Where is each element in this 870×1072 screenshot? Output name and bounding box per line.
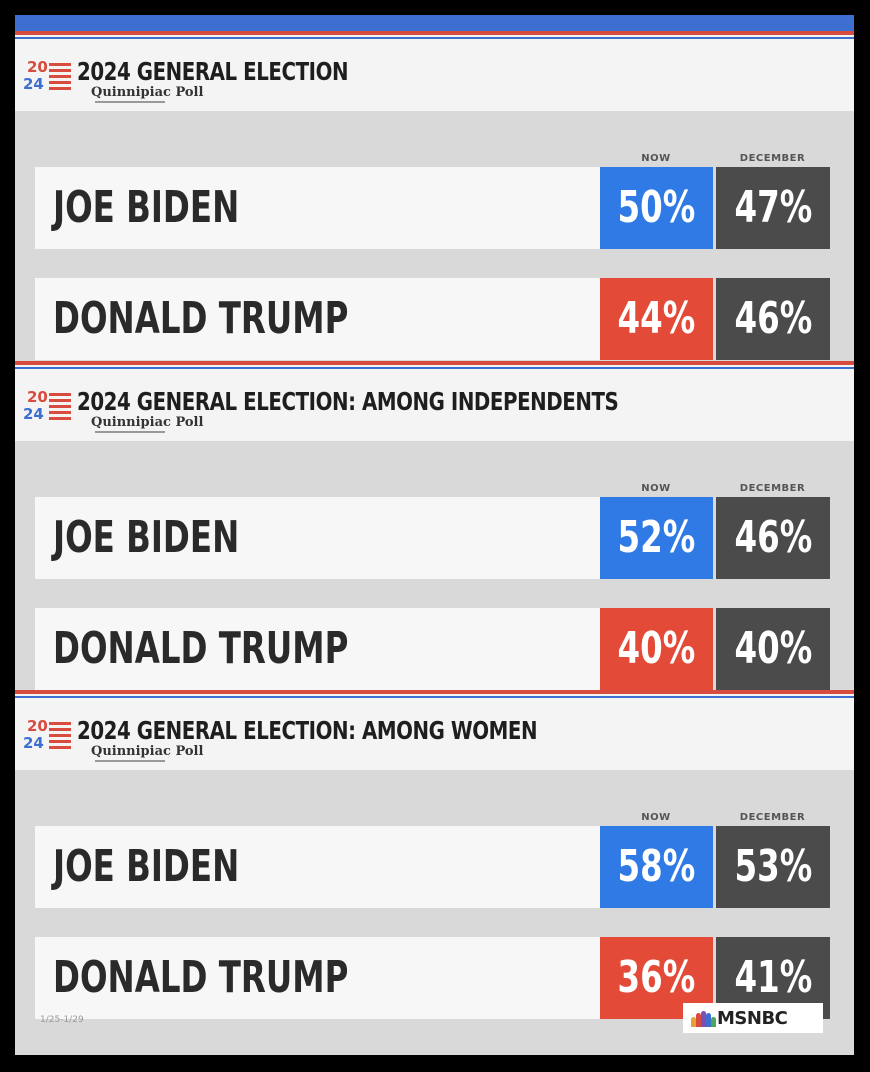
poll-graphic: 20 24 2024 GENERAL ELECTION Quinnipiac P… bbox=[15, 15, 854, 1055]
header-stripe-blue bbox=[15, 367, 854, 369]
value-now: 44% bbox=[600, 278, 713, 360]
candidate-name: JOE BIDEN bbox=[53, 182, 240, 233]
value-now: 58% bbox=[600, 826, 713, 908]
value-december-label: 46% bbox=[734, 512, 812, 563]
value-december: 46% bbox=[716, 278, 830, 360]
panel-title: 2024 GENERAL ELECTION: AMONG INDEPENDENT… bbox=[77, 387, 619, 416]
value-now-label: 52% bbox=[617, 512, 696, 563]
election-2024-logo: 20 24 bbox=[21, 59, 77, 101]
value-december-label: 47% bbox=[734, 182, 812, 233]
row-background bbox=[35, 167, 600, 249]
date-footnote: 1/25-1/29 bbox=[40, 1015, 84, 1025]
value-december-label: 53% bbox=[734, 841, 812, 892]
value-now-label: 40% bbox=[617, 623, 696, 674]
value-december-label: 41% bbox=[734, 952, 812, 1003]
candidate-name: DONALD TRUMP bbox=[53, 952, 349, 1003]
row-background bbox=[35, 937, 600, 1019]
value-now: 52% bbox=[600, 497, 713, 579]
value-now-label: 36% bbox=[617, 952, 696, 1003]
university-mark bbox=[95, 760, 165, 762]
poll-panel-women: 20 24 2024 GENERAL ELECTION: AMONG WOMEN… bbox=[15, 690, 854, 1020]
logo-year-bottom: 24 bbox=[23, 75, 44, 93]
header-stripe-red bbox=[15, 690, 854, 694]
peacock-icon bbox=[691, 1011, 716, 1027]
column-header-december: DECEMBER bbox=[739, 812, 806, 823]
value-now-label: 58% bbox=[617, 841, 696, 892]
value-december-label: 40% bbox=[734, 623, 812, 674]
pollster-name: Quinnipiac Poll bbox=[91, 85, 204, 100]
panel-header: 20 24 2024 GENERAL ELECTION Quinnipiac P… bbox=[15, 31, 854, 111]
candidate-name: JOE BIDEN bbox=[53, 841, 240, 892]
election-2024-logo: 20 24 bbox=[21, 389, 77, 431]
value-now: 50% bbox=[600, 167, 713, 249]
msnbc-logo: MSNBC bbox=[683, 1003, 823, 1033]
candidate-row-biden: JOE BIDEN 58% 53% bbox=[35, 826, 830, 908]
header-stripe-blue bbox=[15, 696, 854, 698]
value-now-label: 44% bbox=[617, 293, 696, 344]
election-2024-logo: 20 24 bbox=[21, 718, 77, 760]
logo-year-top: 20 bbox=[27, 58, 48, 76]
value-december: 53% bbox=[716, 826, 830, 908]
logo-year-top: 20 bbox=[27, 717, 48, 735]
university-mark bbox=[95, 431, 165, 433]
header-stripe-red bbox=[15, 31, 854, 35]
candidate-row-biden: JOE BIDEN 50% 47% bbox=[35, 167, 830, 249]
pollster-name: Quinnipiac Poll bbox=[91, 415, 204, 430]
value-december-label: 46% bbox=[734, 293, 812, 344]
row-background bbox=[35, 278, 600, 360]
university-mark bbox=[95, 101, 165, 103]
row-background bbox=[35, 497, 600, 579]
logo-year-bottom: 24 bbox=[23, 405, 44, 423]
value-now-label: 50% bbox=[617, 182, 696, 233]
column-header-december: DECEMBER bbox=[739, 153, 806, 164]
column-header-december: DECEMBER bbox=[739, 483, 806, 494]
value-december: 40% bbox=[716, 608, 830, 690]
logo-year-bottom: 24 bbox=[23, 734, 44, 752]
panel-title: 2024 GENERAL ELECTION: AMONG WOMEN bbox=[77, 716, 538, 745]
candidate-name: JOE BIDEN bbox=[53, 512, 240, 563]
poll-panel-independents: 20 24 2024 GENERAL ELECTION: AMONG INDEP… bbox=[15, 361, 854, 691]
panel-title: 2024 GENERAL ELECTION bbox=[77, 57, 349, 86]
header-stripe-blue bbox=[15, 37, 854, 39]
column-header-now: NOW bbox=[641, 153, 671, 164]
candidate-row-trump: DONALD TRUMP 44% 46% bbox=[35, 278, 830, 360]
candidate-row-biden: JOE BIDEN 52% 46% bbox=[35, 497, 830, 579]
value-december: 47% bbox=[716, 167, 830, 249]
value-now: 36% bbox=[600, 937, 713, 1019]
row-background bbox=[35, 608, 600, 690]
network-name: MSNBC bbox=[717, 1008, 788, 1029]
candidate-row-trump: DONALD TRUMP 40% 40% bbox=[35, 608, 830, 690]
top-bar bbox=[15, 15, 854, 31]
panel-header: 20 24 2024 GENERAL ELECTION: AMONG INDEP… bbox=[15, 361, 854, 441]
pollster-name: Quinnipiac Poll bbox=[91, 744, 204, 759]
candidate-name: DONALD TRUMP bbox=[53, 293, 349, 344]
logo-year-top: 20 bbox=[27, 388, 48, 406]
value-december: 46% bbox=[716, 497, 830, 579]
value-now: 40% bbox=[600, 608, 713, 690]
candidate-name: DONALD TRUMP bbox=[53, 623, 349, 674]
column-header-now: NOW bbox=[641, 812, 671, 823]
header-stripe-red bbox=[15, 361, 854, 365]
flag-stripes-icon bbox=[49, 722, 71, 754]
panel-header: 20 24 2024 GENERAL ELECTION: AMONG WOMEN… bbox=[15, 690, 854, 770]
flag-stripes-icon bbox=[49, 393, 71, 425]
row-background bbox=[35, 826, 600, 908]
column-header-now: NOW bbox=[641, 483, 671, 494]
poll-panel-overall: 20 24 2024 GENERAL ELECTION Quinnipiac P… bbox=[15, 31, 854, 361]
flag-stripes-icon bbox=[49, 63, 71, 95]
